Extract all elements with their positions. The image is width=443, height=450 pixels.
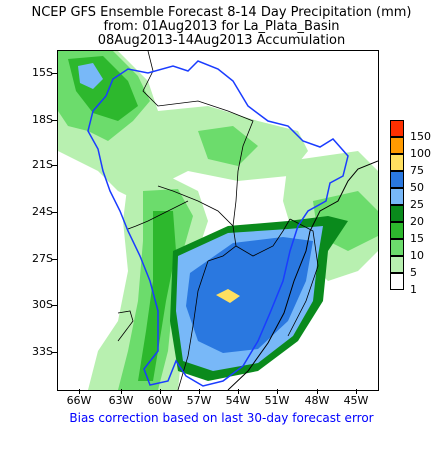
legend-label-75: 75 xyxy=(410,164,424,177)
lat-tick xyxy=(52,352,57,353)
legend-swatch xyxy=(390,171,404,188)
basin-boundary xyxy=(87,60,349,387)
lon-tick xyxy=(277,389,278,394)
lon-tick xyxy=(199,389,200,394)
lon-tick xyxy=(238,389,239,394)
lon-tick xyxy=(317,389,318,394)
precipitation-shading xyxy=(58,51,378,390)
map-canvas xyxy=(58,51,378,390)
legend-label-50: 50 xyxy=(410,181,424,194)
legend-swatch xyxy=(390,120,404,137)
lon-label-60w: 60W xyxy=(147,394,173,407)
map-subtitle-accumulation-period: 08Aug2013-14Aug2013 Accumulation xyxy=(97,33,346,48)
legend-swatch xyxy=(390,205,404,222)
lat-label-18s: 18S xyxy=(32,113,53,126)
map-title: NCEP GFS Ensemble Forecast 8-14 Day Prec… xyxy=(31,5,412,20)
legend-swatch xyxy=(390,188,404,205)
legend-swatch xyxy=(390,154,404,171)
lat-label-33s: 33S xyxy=(32,345,53,358)
legend-label-10: 10 xyxy=(410,249,424,262)
lon-tick xyxy=(160,389,161,394)
legend-swatch xyxy=(390,239,404,256)
lon-label-57w: 57W xyxy=(186,394,212,407)
lat-tick xyxy=(52,259,57,260)
lon-tick xyxy=(356,389,357,394)
legend-label-15: 15 xyxy=(410,232,424,245)
legend-swatch xyxy=(390,137,404,154)
coastline xyxy=(227,160,378,390)
lon-tick xyxy=(79,389,80,394)
map-subtitle-forecast-date: from: 01Aug2013 for La_Plata_Basin xyxy=(103,19,340,34)
legend-swatch xyxy=(390,273,404,290)
legend-swatch xyxy=(390,222,404,239)
lat-label-27s: 27S xyxy=(32,252,53,265)
lat-label-30s: 30S xyxy=(32,298,53,311)
country-borders xyxy=(117,51,319,390)
bias-correction-note: Bias correction based on last 30-day for… xyxy=(69,411,374,425)
legend-label-20: 20 xyxy=(410,215,424,228)
lon-label-66w: 66W xyxy=(66,394,92,407)
shade-75mm-south xyxy=(216,289,240,303)
legend-label-5: 5 xyxy=(410,266,417,279)
lat-tick xyxy=(52,120,57,121)
lat-tick xyxy=(52,305,57,306)
lat-tick xyxy=(52,212,57,213)
shade-10mm-north-center xyxy=(198,126,258,166)
lon-label-54w: 54W xyxy=(225,394,251,407)
lon-label-51w: 51W xyxy=(264,394,290,407)
lat-label-24s: 24S xyxy=(32,205,53,218)
precipitation-map xyxy=(57,50,379,391)
lon-label-63w: 63W xyxy=(108,394,134,407)
legend-label-25: 25 xyxy=(410,198,424,211)
lon-tick xyxy=(121,389,122,394)
legend-label-1: 1 xyxy=(410,283,417,296)
lat-tick xyxy=(52,165,57,166)
shade-50mm-south xyxy=(186,237,313,353)
lat-tick xyxy=(52,73,57,74)
legend-label-100: 100 xyxy=(410,147,431,160)
lon-label-48w: 48W xyxy=(304,394,330,407)
legend-label-150: 150 xyxy=(410,130,431,143)
legend-swatch xyxy=(390,256,404,273)
lat-label-21s: 21S xyxy=(32,158,53,171)
shade-15mm-corridor xyxy=(138,211,176,381)
lon-label-45w: 45W xyxy=(343,394,369,407)
lat-label-15s: 15S xyxy=(32,66,53,79)
shade-25mm-northwest xyxy=(78,63,103,89)
